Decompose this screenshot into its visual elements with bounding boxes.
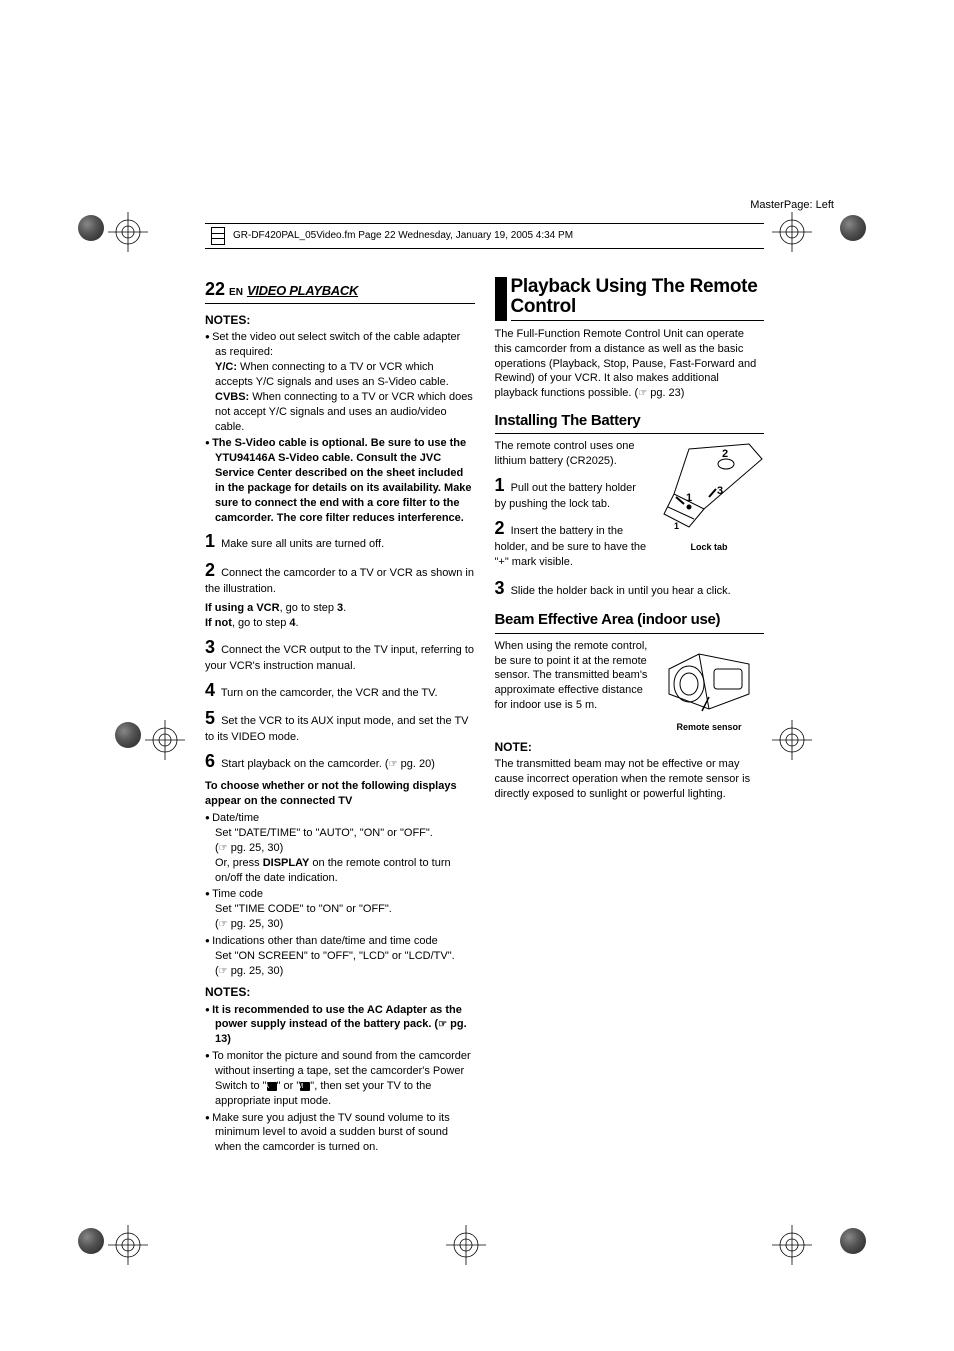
- figure-caption: Remote sensor: [654, 721, 764, 733]
- masterpage-label: MasterPage: Left: [750, 198, 834, 213]
- left-column: 22 EN VIDEO PLAYBACK NOTES: Set the vide…: [205, 277, 475, 1201]
- regmark: [772, 720, 812, 760]
- section-title: VIDEO PLAYBACK: [247, 282, 358, 300]
- pageref-icon: ☞: [219, 843, 228, 854]
- pageinfo-bar: GR-DF420PAL_05Video.fm Page 22 Wednesday…: [205, 223, 764, 249]
- notes-heading: NOTES:: [205, 312, 475, 328]
- note-item: The S-Video cable is optional. Be sure t…: [205, 436, 475, 525]
- colorball-icon: [78, 215, 104, 241]
- colorball-icon: [78, 1228, 104, 1254]
- step: 2 Connect the camcorder to a TV or VCR a…: [205, 558, 475, 597]
- regmark: [446, 1225, 486, 1265]
- battery-section: 1 2 3 1 Lock tab The remote control uses…: [495, 439, 765, 572]
- heading-bar: [495, 277, 507, 321]
- step: 3 Connect the VCR output to the TV input…: [205, 635, 475, 674]
- mode-m-icon: M: [300, 1082, 310, 1091]
- remote-figure: 1 2 3 1 Lock tab: [654, 439, 764, 553]
- regmark: [772, 1225, 812, 1265]
- step: 4 Turn on the camcorder, the VCR and the…: [205, 678, 475, 702]
- step: 1 Make sure all units are turned off.: [205, 529, 475, 553]
- main-heading: Playback Using The Remote Control: [495, 277, 765, 321]
- camcorder-figure: Remote sensor: [654, 639, 764, 733]
- pageref-icon: ☞: [219, 966, 228, 977]
- choose-list: Date/time Set "DATE/TIME" to "AUTO", "ON…: [205, 811, 475, 978]
- camcorder-illustration: [654, 639, 764, 714]
- note-text: The transmitted beam may not be effectiv…: [495, 757, 765, 802]
- page-lang: EN: [229, 286, 243, 300]
- note-item: Set the video out select switch of the c…: [205, 330, 475, 434]
- step: 6 Start playback on the camcorder. (☞ pg…: [205, 749, 475, 773]
- remote-illustration: 1 2 3 1: [654, 439, 764, 534]
- pageref-icon: ☞: [638, 388, 647, 399]
- figure-caption: Lock tab: [654, 541, 764, 553]
- book-icon: [211, 227, 225, 245]
- fig-label-2: 2: [722, 448, 728, 460]
- notes-list: Set the video out select switch of the c…: [205, 330, 475, 525]
- page-number: 22: [205, 277, 225, 301]
- regmark: [108, 212, 148, 252]
- pageref-icon: ☞: [389, 759, 398, 770]
- choose-heading: To choose whether or not the following d…: [205, 779, 475, 809]
- regmark: [145, 720, 185, 760]
- page: MasterPage: Left GR-DF420PAL_05Video.fm …: [0, 0, 954, 1351]
- note-item: Make sure you adjust the TV sound volume…: [205, 1111, 475, 1156]
- step: 3 Slide the holder back in until you hea…: [495, 576, 765, 600]
- mode-a-icon: A: [267, 1082, 277, 1091]
- subheading-beam: Beam Effective Area (indoor use): [495, 610, 765, 633]
- note-item: It is recommended to use the AC Adapter …: [205, 1003, 475, 1048]
- regmark: [772, 212, 812, 252]
- right-column: Playback Using The Remote Control The Fu…: [495, 277, 765, 1201]
- beam-section: Remote sensor When using the remote cont…: [495, 639, 765, 733]
- note-heading: NOTE:: [495, 739, 765, 755]
- step: 5 Set the VCR to its AUX input mode, and…: [205, 706, 475, 745]
- pageinfo-text: GR-DF420PAL_05Video.fm Page 22 Wednesday…: [233, 229, 573, 243]
- notes-heading: NOTES:: [205, 984, 475, 1000]
- fig-label-1b: 1: [674, 521, 679, 531]
- intro-text: The Full-Function Remote Control Unit ca…: [495, 327, 765, 401]
- running-head: 22 EN VIDEO PLAYBACK: [205, 277, 475, 304]
- fig-label-3: 3: [717, 485, 723, 497]
- list-item: Time code Set "TIME CODE" to "ON" or "OF…: [205, 887, 475, 932]
- colorball-icon: [115, 722, 141, 748]
- subheading-battery: Installing The Battery: [495, 411, 765, 434]
- list-item: Date/time Set "DATE/TIME" to "AUTO", "ON…: [205, 811, 475, 885]
- fig-label-1: 1: [686, 492, 692, 504]
- heading-text: Playback Using The Remote Control: [511, 277, 765, 321]
- list-item: Indications other than date/time and tim…: [205, 934, 475, 979]
- content: 22 EN VIDEO PLAYBACK NOTES: Set the vide…: [205, 277, 764, 1201]
- vcr-branch: If using a VCR, go to step 3.If not, go …: [205, 601, 475, 631]
- notes-list: It is recommended to use the AC Adapter …: [205, 1003, 475, 1155]
- pageref-icon: ☞: [438, 1019, 447, 1030]
- colorball-icon: [840, 1228, 866, 1254]
- pageref-icon: ☞: [219, 919, 228, 930]
- regmark: [108, 1225, 148, 1265]
- colorball-icon: [840, 215, 866, 241]
- note-item: To monitor the picture and sound from th…: [205, 1049, 475, 1108]
